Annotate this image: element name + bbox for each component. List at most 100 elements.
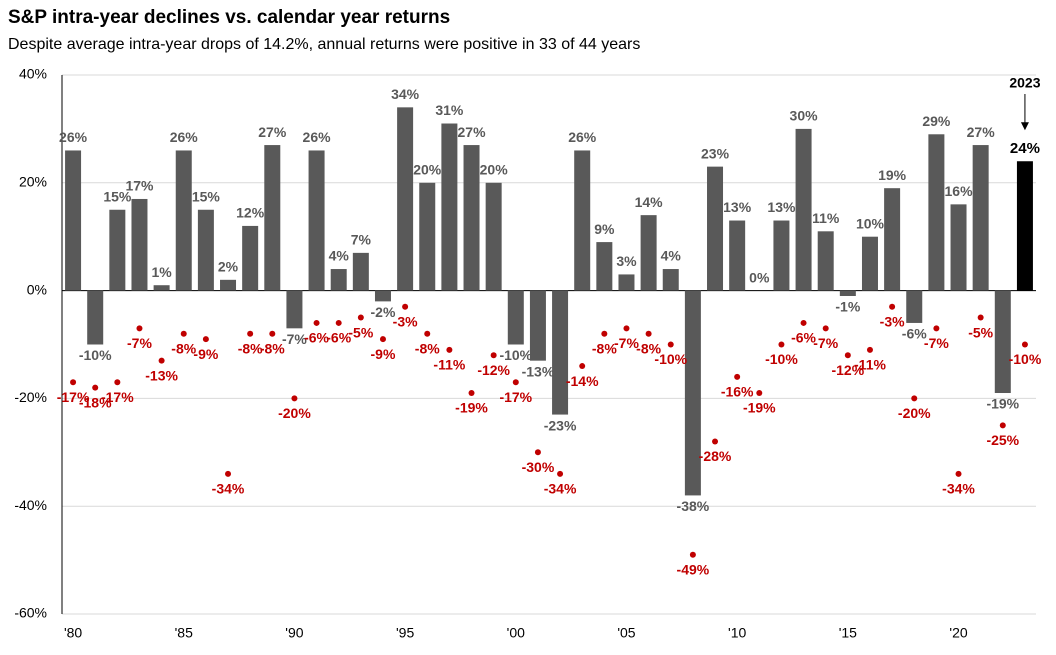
decline-label: -3%: [393, 313, 418, 329]
x-tick-label: '00: [507, 625, 525, 641]
decline-dot: [158, 357, 165, 364]
bar: [552, 290, 569, 415]
bar-value-label: 17%: [125, 178, 154, 194]
y-tick-label: -40%: [14, 497, 47, 513]
bar: [264, 145, 281, 291]
bar-value-label: 13%: [767, 199, 796, 215]
bar: [574, 150, 591, 291]
bar: [707, 166, 724, 291]
decline-dot: [778, 341, 785, 348]
decline-label: -28%: [699, 448, 732, 464]
decline-label: -17%: [57, 389, 90, 405]
decline-label: -16%: [721, 384, 754, 400]
bar: [1016, 161, 1033, 291]
decline-dot: [490, 352, 497, 359]
bar: [242, 225, 259, 291]
decline-dot: [955, 470, 962, 477]
decline-dot: [468, 390, 475, 397]
decline-label: -17%: [499, 389, 532, 405]
bar: [397, 107, 414, 291]
decline-label: -10%: [1009, 351, 1042, 367]
decline-dot: [999, 422, 1006, 429]
decline-label: -8%: [415, 340, 440, 356]
decline-dot: [335, 319, 342, 326]
decline-dot: [601, 330, 608, 337]
bar: [884, 188, 901, 291]
decline-label: -25%: [986, 432, 1019, 448]
bar-value-label: -2%: [371, 304, 396, 320]
decline-label: -10%: [765, 351, 798, 367]
bar: [87, 290, 104, 345]
bar-value-label: -23%: [544, 417, 577, 433]
bar: [795, 128, 812, 291]
bar-value-label: 11%: [812, 210, 840, 226]
y-tick-label: -20%: [14, 389, 47, 405]
decline-label: -7%: [924, 335, 949, 351]
decline-dot: [357, 314, 364, 321]
bar: [175, 150, 192, 291]
decline-dot: [313, 319, 320, 326]
annotation-arrowhead: [1020, 122, 1029, 131]
bar-value-label: 24%: [1010, 140, 1040, 157]
x-tick-label: '10: [728, 625, 746, 641]
chart-title: S&P intra-year declines vs. calendar yea…: [8, 7, 450, 28]
bar: [994, 290, 1011, 394]
decline-dot: [269, 330, 276, 337]
bar: [729, 220, 746, 291]
bar-value-label: 29%: [922, 113, 951, 129]
decline-label: -20%: [278, 405, 311, 421]
decline-dot: [911, 395, 918, 402]
decline-label: -20%: [898, 405, 931, 421]
decline-dot: [800, 319, 807, 326]
y-tick-label: -60%: [14, 605, 47, 621]
bar-value-label: 9%: [594, 221, 615, 237]
decline-label: -11%: [854, 357, 886, 373]
bar-value-label: 23%: [701, 145, 730, 161]
bar-value-label: -6%: [902, 326, 927, 342]
decline-dot: [379, 336, 386, 343]
bar-value-label: 15%: [192, 188, 221, 204]
decline-label: -49%: [677, 561, 710, 577]
decline-dot: [180, 330, 187, 337]
bar: [131, 198, 148, 291]
decline-label: -8%: [592, 340, 617, 356]
bar-value-label: 30%: [790, 108, 819, 124]
bar: [485, 182, 502, 291]
decline-label: -12%: [831, 362, 864, 378]
decline-dot: [202, 336, 209, 343]
bar: [839, 290, 856, 296]
bar: [618, 274, 635, 291]
bar: [928, 134, 945, 291]
bar-value-label: 15%: [103, 188, 132, 204]
bar: [529, 290, 546, 361]
x-tick-label: '20: [949, 625, 967, 641]
decline-label: -6%: [304, 330, 329, 346]
decline-label: -5%: [348, 324, 373, 340]
bar: [596, 242, 613, 291]
decline-dot: [756, 390, 763, 397]
bar-value-label: 12%: [236, 205, 265, 221]
y-tick-label: 0%: [27, 281, 47, 297]
bar-value-label: -7%: [282, 331, 307, 347]
x-tick-label: '15: [839, 625, 857, 641]
bar: [817, 231, 834, 291]
bar: [352, 252, 369, 291]
decline-dot: [623, 325, 630, 332]
bar-value-label: 20%: [480, 162, 509, 178]
bar-value-label: -13%: [522, 363, 555, 379]
decline-label: -8%: [636, 340, 661, 356]
decline-dot: [291, 395, 298, 402]
bar-value-label: 3%: [616, 253, 637, 269]
bar-value-label: 26%: [170, 129, 199, 145]
decline-dot: [667, 341, 674, 348]
x-tick-label: '90: [285, 625, 303, 641]
decline-dot: [734, 373, 741, 380]
decline-label: -7%: [614, 335, 639, 351]
decline-label: -6%: [326, 330, 351, 346]
bar-value-label: 14%: [635, 194, 664, 210]
decline-label: -19%: [455, 400, 488, 416]
annotation: 2023: [1009, 75, 1040, 91]
bar-value-label: 10%: [856, 215, 885, 231]
decline-dot: [557, 470, 564, 477]
